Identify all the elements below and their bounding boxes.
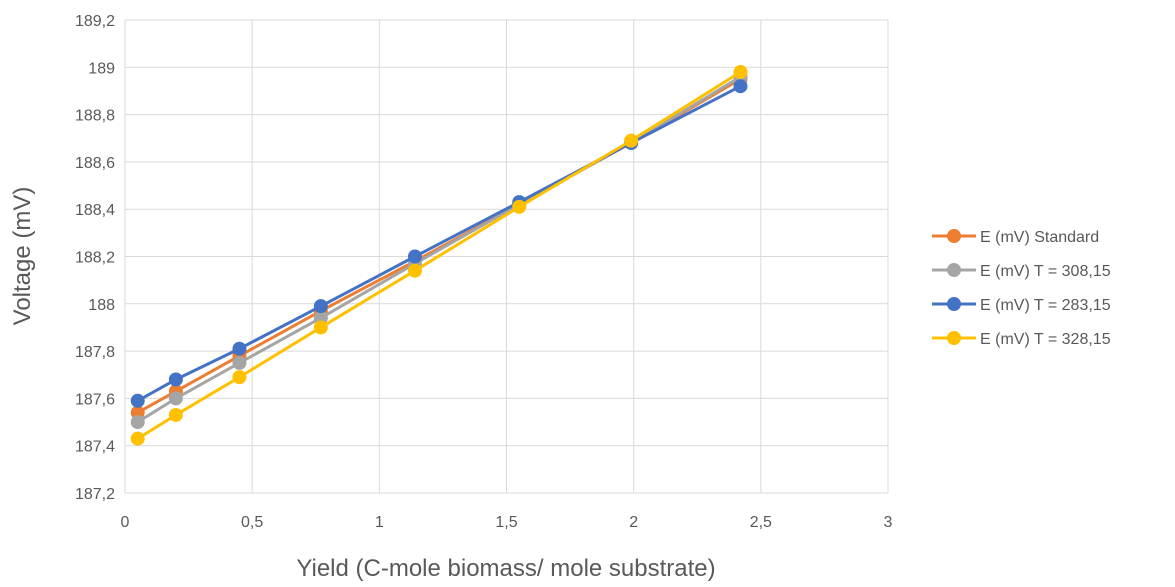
data-point (232, 370, 247, 385)
y-tick-label: 188,4 (75, 202, 115, 219)
x-tick-label: 2,5 (750, 514, 772, 531)
data-point (313, 320, 328, 335)
legend-label: E (mV) Standard (980, 229, 1099, 246)
legend-item: E (mV) Standard (932, 229, 1099, 246)
y-axis-title: Voltage (mV) (9, 187, 36, 326)
x-tick-label: 1,5 (495, 514, 517, 531)
legend-marker (947, 229, 961, 243)
legend-label: E (mV) T = 308,15 (980, 263, 1111, 280)
series-4 (130, 65, 748, 446)
x-tick-label: 2 (629, 514, 638, 531)
data-point (624, 133, 639, 148)
x-tick-label: 1 (375, 514, 384, 531)
x-axis-ticks: 0 0,5 1 1,5 2 2,5 3 (121, 514, 893, 531)
legend-marker (947, 331, 961, 345)
data-point (168, 407, 183, 422)
series-line (136, 70, 742, 440)
data-point (130, 415, 145, 430)
series-2 (130, 69, 748, 430)
x-tick-label: 0 (121, 514, 130, 531)
legend: E (mV) Standard E (mV) T = 308,15 E (mV) T… (932, 229, 1111, 348)
data-point (407, 263, 422, 278)
y-tick-label: 189,2 (75, 13, 115, 30)
x-axis-title: Yield (C-mole biomass/ mole substrate) (296, 555, 715, 582)
y-tick-label: 187,2 (75, 486, 115, 503)
x-tick-label: 0,5 (241, 514, 263, 531)
data-point (168, 391, 183, 406)
y-tick-label: 188 (88, 297, 115, 314)
data-point (733, 79, 748, 94)
gridlines (124, 19, 889, 494)
y-tick-label: 187,6 (75, 391, 115, 408)
data-point (232, 355, 247, 370)
data-point (512, 199, 527, 214)
legend-item: E (mV) T = 283,15 (932, 297, 1111, 314)
y-tick-label: 188,8 (75, 108, 115, 125)
y-tick-label: 188,6 (75, 155, 115, 172)
y-tick-label: 187,8 (75, 344, 115, 361)
y-tick-label: 187,4 (75, 439, 115, 456)
legend-marker (947, 263, 961, 277)
data-point (130, 393, 145, 408)
y-tick-label: 189 (88, 60, 115, 77)
data-point (733, 65, 748, 80)
legend-item: E (mV) T = 328,15 (932, 331, 1111, 348)
series-layer (130, 65, 748, 446)
data-point (130, 431, 145, 446)
data-point (313, 299, 328, 314)
legend-item: E (mV) T = 308,15 (932, 263, 1111, 280)
data-point (407, 249, 422, 264)
legend-label: E (mV) T = 283,15 (980, 297, 1111, 314)
y-axis-ticks: 187,2 187,4 187,6 187,8 188 188,2 188,4 188,6 18… (75, 13, 115, 503)
legend-marker (947, 297, 961, 311)
data-point (168, 372, 183, 387)
y-tick-label: 188,2 (75, 250, 115, 267)
x-tick-label: 3 (884, 514, 893, 531)
series-line (136, 84, 742, 403)
legend-label: E (mV) T = 328,15 (980, 331, 1111, 348)
data-point (232, 341, 247, 356)
